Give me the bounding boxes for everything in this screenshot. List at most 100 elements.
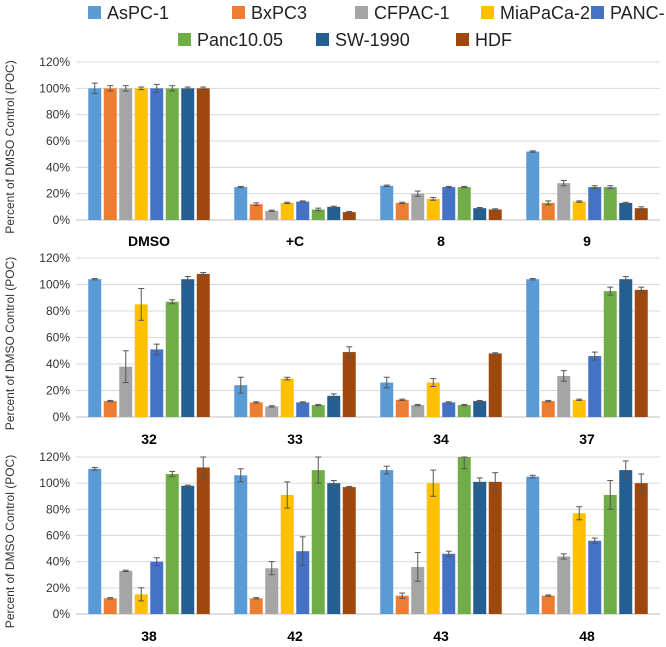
category-label: +C [286,233,304,249]
bar [557,556,571,614]
bar [541,595,555,614]
y-tick-label: 120% [39,450,70,464]
category-label: 34 [433,431,449,447]
y-tick-label: 0% [53,607,71,621]
bar [103,598,117,614]
bar [249,598,263,614]
legend-swatch [178,33,191,46]
y-tick-label: 120% [39,251,70,265]
bar [196,273,210,417]
y-tick-label: 20% [46,581,70,595]
y-tick-label: 100% [39,476,70,490]
legend-item: PANC-1 [591,3,666,23]
bar [442,187,456,220]
chart-panel: 0% 20% 40% 60% 80% 100% 120% Percent of DMSO Co… [3,55,660,249]
legend-swatch [456,33,469,46]
bar [488,481,502,614]
y-tick-label: 80% [46,304,70,318]
bar [526,151,540,220]
bar [196,467,210,614]
bar [181,279,195,417]
bar [311,405,325,417]
bar [557,183,571,220]
legend-label: SW-1990 [335,30,410,50]
bar [265,210,279,220]
y-tick-label: 80% [46,502,70,516]
bar [150,88,164,220]
bar [619,279,633,417]
bar [634,289,648,417]
legend-swatch [591,6,604,19]
legend-label: PANC-1 [610,3,666,23]
category-label: 38 [141,628,157,644]
bar [265,406,279,417]
legend-item: BxPC3 [232,3,307,23]
chart-panel: 0% 20% 40% 60% 80% 100% 120% Percent of DMSO Co… [3,450,660,644]
bar [572,513,586,614]
legend-label: HDF [475,30,512,50]
bar [395,202,409,220]
bar [311,470,325,614]
bar [572,201,586,220]
bar [165,474,179,614]
bar [103,88,117,220]
bar [588,540,602,614]
legend-label: MiaPaCa-2 [500,3,590,23]
bar [88,468,102,614]
bar [473,481,487,614]
bar [380,470,394,614]
bar [88,279,102,417]
y-tick-label: 40% [46,555,70,569]
y-tick-label: 60% [46,331,70,345]
bar [134,88,148,220]
bar [181,88,195,220]
bar [296,402,310,417]
bar [457,187,471,220]
bar [342,487,356,614]
bar [619,470,633,614]
bar [541,401,555,417]
bar [165,301,179,417]
y-tick-label: 60% [46,134,70,148]
bar [234,475,248,614]
bar [88,88,102,220]
category-label: DMSO [128,233,170,249]
bar [342,212,356,220]
bar [181,485,195,614]
bar [572,399,586,417]
bar [280,202,294,220]
bar [395,595,409,614]
legend-item: MiaPaCa-2 [481,3,590,23]
legend-item: SW-1990 [316,30,410,50]
y-tick-label: 80% [46,108,70,122]
bar [119,88,133,220]
legend-item: CFPAC-1 [355,3,450,23]
bar [426,483,440,614]
bar [234,187,248,220]
legend-swatch [232,6,245,19]
bar [165,88,179,220]
y-tick-label: 0% [53,410,71,424]
bar [327,483,341,614]
bar [488,353,502,417]
bar [473,208,487,220]
bar [426,382,440,417]
bar [119,366,133,417]
legend-label: AsPC-1 [107,3,169,23]
bar [296,201,310,220]
bar [296,551,310,614]
y-tick-label: 0% [53,213,71,227]
bar [196,88,210,220]
category-label: 48 [579,628,595,644]
bar [395,399,409,417]
bar [526,476,540,614]
bar [411,405,425,417]
chart-panels: 0%20%40%60%80%100%120%Percent of DMSO Co… [3,55,660,644]
bar [588,187,602,220]
y-tick-label: 40% [46,160,70,174]
legend-label: BxPC3 [251,3,307,23]
bar [327,206,341,220]
bar [619,202,633,220]
chart-panel: 0% 20% 40% 60% 80% 100% 120% Percent of DMSO Co… [3,251,660,447]
